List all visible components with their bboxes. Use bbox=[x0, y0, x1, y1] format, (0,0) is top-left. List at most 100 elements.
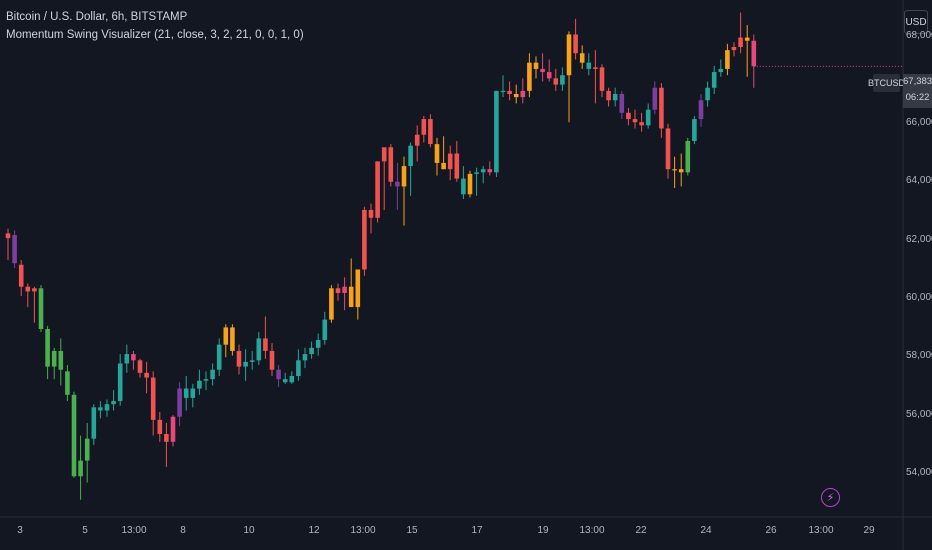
candle-body bbox=[546, 72, 552, 79]
x-tick: 13:00 bbox=[350, 525, 376, 536]
candle-body bbox=[520, 90, 526, 98]
x-tick: 15 bbox=[406, 525, 418, 536]
candle-body bbox=[659, 87, 664, 129]
candle-body bbox=[553, 78, 559, 85]
x-tick: 19 bbox=[537, 525, 549, 536]
candle-body bbox=[645, 109, 651, 126]
candle-body bbox=[639, 122, 644, 126]
candle-body bbox=[441, 162, 446, 170]
candle-body bbox=[480, 169, 486, 173]
candle-body bbox=[197, 380, 202, 389]
candle-body bbox=[533, 62, 539, 69]
candle-body bbox=[612, 94, 618, 101]
candle-body bbox=[269, 350, 275, 370]
candle-body bbox=[579, 53, 585, 63]
candle-body bbox=[98, 407, 103, 411]
candle-body bbox=[434, 144, 440, 163]
x-tick: 10 bbox=[243, 525, 255, 536]
candle-body bbox=[111, 401, 116, 405]
x-tick: 3 bbox=[17, 525, 23, 536]
candle-body bbox=[685, 141, 691, 173]
symbol-badge: BTCUSD bbox=[868, 74, 905, 92]
candle-body bbox=[513, 94, 519, 98]
candle-body bbox=[632, 119, 638, 123]
candle-body bbox=[718, 68, 724, 73]
candle-body bbox=[711, 72, 717, 88]
candle-body bbox=[474, 172, 479, 174]
candle-body bbox=[289, 376, 295, 383]
candle-body bbox=[164, 433, 169, 442]
candle-body bbox=[150, 377, 156, 420]
candle-body bbox=[322, 319, 328, 340]
candle-body bbox=[527, 62, 532, 91]
x-tick: 12 bbox=[308, 525, 320, 536]
candle-body bbox=[678, 169, 684, 173]
candle-body bbox=[65, 371, 70, 395]
candle-body bbox=[157, 419, 163, 434]
candle-body bbox=[540, 68, 545, 73]
candles-layer bbox=[5, 12, 903, 500]
candle-body bbox=[329, 288, 334, 320]
candle-body bbox=[593, 67, 598, 69]
x-tick: 8 bbox=[180, 525, 186, 536]
candle-body bbox=[395, 181, 400, 187]
candle-body bbox=[381, 147, 387, 162]
candle-body bbox=[249, 360, 255, 362]
candle-body bbox=[652, 87, 658, 110]
candle-body bbox=[131, 354, 136, 361]
x-tick: 13:00 bbox=[808, 525, 834, 536]
candle-body bbox=[236, 350, 242, 367]
candle-body bbox=[78, 460, 83, 477]
symbol-title[interactable]: Bitcoin / U.S. Dollar, 6h, BITSTAMP bbox=[6, 11, 188, 23]
candle-body bbox=[58, 350, 64, 370]
y-tick: 68,000 bbox=[906, 30, 932, 41]
currency-button[interactable]: USD bbox=[904, 10, 928, 34]
candle-body bbox=[362, 209, 367, 270]
candle-body bbox=[566, 34, 572, 76]
x-tick: 26 bbox=[765, 525, 777, 536]
candle-body bbox=[751, 40, 757, 67]
candle-body bbox=[216, 344, 222, 370]
candle-body bbox=[296, 360, 301, 376]
y-tick: 58,000 bbox=[906, 350, 932, 361]
y-tick: 62,000 bbox=[906, 234, 932, 245]
candle-body bbox=[38, 288, 44, 329]
candle-body bbox=[230, 327, 235, 351]
candle-body bbox=[203, 379, 209, 381]
candle-body bbox=[375, 161, 380, 218]
last-price-label: 67,383 06:22 bbox=[903, 74, 932, 108]
candle-body bbox=[348, 286, 354, 308]
candle-body bbox=[500, 90, 506, 93]
candle-body bbox=[692, 119, 697, 141]
candle-body bbox=[302, 354, 308, 361]
candle-body bbox=[738, 37, 743, 47]
candle-body bbox=[586, 62, 592, 69]
candle-body bbox=[408, 145, 413, 167]
candle-body bbox=[744, 37, 750, 41]
candle-body bbox=[467, 173, 473, 195]
candle-body bbox=[170, 416, 176, 442]
indicator-label[interactable]: Momentum Swing Visualizer (21, close, 3,… bbox=[6, 29, 304, 41]
candle-body bbox=[421, 119, 427, 135]
candle-body bbox=[507, 90, 512, 94]
candle-body bbox=[335, 288, 341, 293]
lightning-icon[interactable]: ⚡︎ bbox=[821, 488, 840, 507]
candle-body bbox=[315, 339, 321, 348]
chart-legend: Bitcoin / U.S. Dollar, 6h, BITSTAMP Mome… bbox=[6, 8, 304, 44]
candle-body bbox=[256, 338, 262, 361]
y-tick: 60,000 bbox=[906, 292, 932, 303]
candle-body bbox=[368, 209, 374, 218]
candle-body bbox=[51, 350, 57, 367]
candle-body bbox=[698, 100, 704, 120]
candle-body bbox=[84, 438, 90, 461]
y-tick: 66,000 bbox=[906, 117, 932, 128]
candle-body bbox=[731, 47, 737, 51]
candle-body bbox=[342, 286, 347, 293]
candle-body bbox=[401, 166, 407, 187]
candle-body bbox=[447, 153, 453, 170]
candle-body bbox=[71, 394, 77, 477]
candle-body bbox=[210, 369, 215, 380]
candle-body bbox=[672, 169, 677, 171]
bar-countdown: 06:22 bbox=[905, 92, 930, 103]
